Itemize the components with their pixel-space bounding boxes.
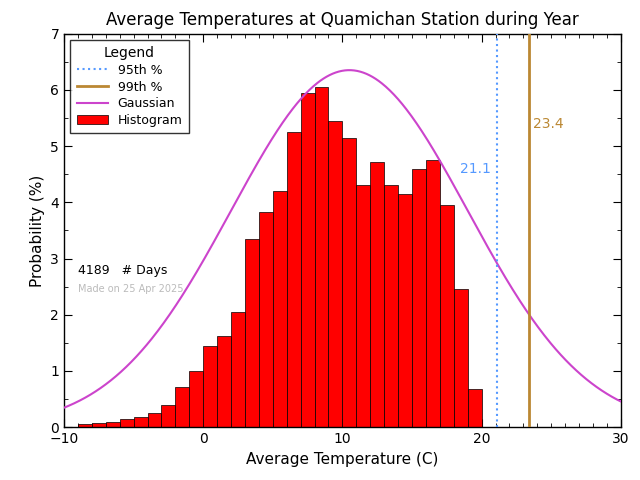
Bar	[259, 213, 273, 427]
Bar	[426, 160, 440, 427]
Bar	[217, 336, 231, 427]
Text: 23.4: 23.4	[533, 117, 564, 131]
Bar	[468, 389, 482, 427]
Bar	[204, 346, 217, 427]
Bar	[440, 205, 454, 427]
Bar	[301, 93, 315, 427]
Bar	[384, 185, 398, 427]
Bar	[356, 185, 370, 427]
Bar	[92, 423, 106, 427]
Bar	[315, 87, 328, 427]
Bar	[231, 312, 245, 427]
Bar	[398, 194, 412, 427]
Text: Made on 25 Apr 2025: Made on 25 Apr 2025	[78, 284, 184, 294]
Text: 4189   # Days: 4189 # Days	[78, 264, 167, 277]
Bar	[273, 191, 287, 427]
Bar	[412, 168, 426, 427]
Bar	[161, 405, 175, 427]
Bar	[454, 289, 468, 427]
Bar	[147, 413, 161, 427]
Bar	[175, 387, 189, 427]
Bar	[189, 371, 204, 427]
Bar	[134, 417, 147, 427]
Bar	[287, 132, 301, 427]
Legend: 95th %, 99th %, Gaussian, Histogram: 95th %, 99th %, Gaussian, Histogram	[70, 40, 189, 133]
Text: 21.1: 21.1	[460, 162, 492, 176]
Bar	[342, 138, 356, 427]
Bar	[78, 424, 92, 427]
Bar	[328, 121, 342, 427]
Bar	[120, 419, 134, 427]
Bar	[370, 162, 384, 427]
Bar	[245, 239, 259, 427]
Title: Average Temperatures at Quamichan Station during Year: Average Temperatures at Quamichan Statio…	[106, 11, 579, 29]
Y-axis label: Probability (%): Probability (%)	[29, 174, 45, 287]
Bar	[106, 421, 120, 427]
X-axis label: Average Temperature (C): Average Temperature (C)	[246, 452, 438, 467]
